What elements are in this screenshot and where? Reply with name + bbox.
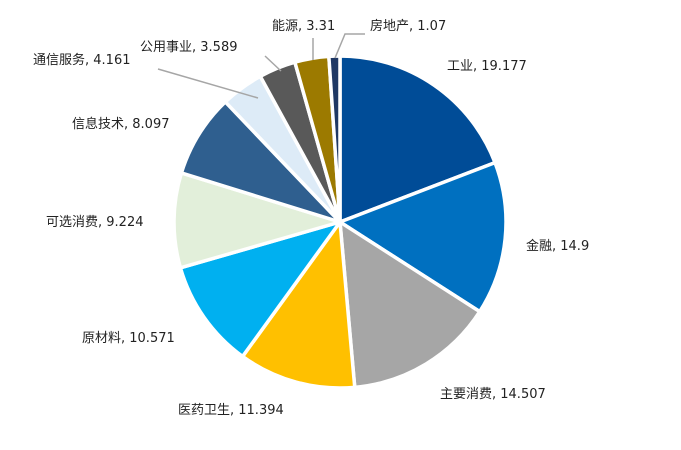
data-label-9: 公用事业, 3.589 [140, 40, 237, 55]
data-label-5: 原材料, 10.571 [82, 331, 175, 346]
pie-slice-4 [240, 220, 357, 390]
data-label-11: 房地产, 1.07 [370, 18, 446, 34]
data-label-2: 金融, 14.9 [526, 238, 589, 254]
pie-slice-5 [178, 220, 342, 359]
data-label-7: 信息技术, 8.097 [72, 116, 169, 132]
leader-line-8 [157, 68, 259, 99]
leader-lines-layer [157, 33, 365, 99]
data-labels-layer: 工业, 19.177 金融, 14.9 主要消费, 14.507 医药卫生, 11.3… [33, 18, 589, 418]
slices-layer [172, 54, 508, 390]
data-label-8: 通信服务, 4.161 [33, 52, 130, 68]
leader-line-9 [264, 55, 282, 72]
pie-slice-6 [172, 171, 342, 270]
data-label-4: 医药卫生, 11.394 [178, 403, 284, 418]
pie-slice-3 [338, 220, 482, 390]
data-label-3: 主要消费, 14.507 [440, 387, 546, 402]
leader-line-11 [334, 33, 365, 59]
pie-slice-1 [338, 54, 497, 224]
pie-slice-11 [327, 54, 342, 224]
data-label-1: 工业, 19.177 [447, 59, 527, 74]
pie-slice-2 [338, 160, 508, 314]
data-label-6: 可选消费, 9.224 [46, 215, 143, 230]
data-label-10: 能源, 3.31 [272, 19, 335, 34]
